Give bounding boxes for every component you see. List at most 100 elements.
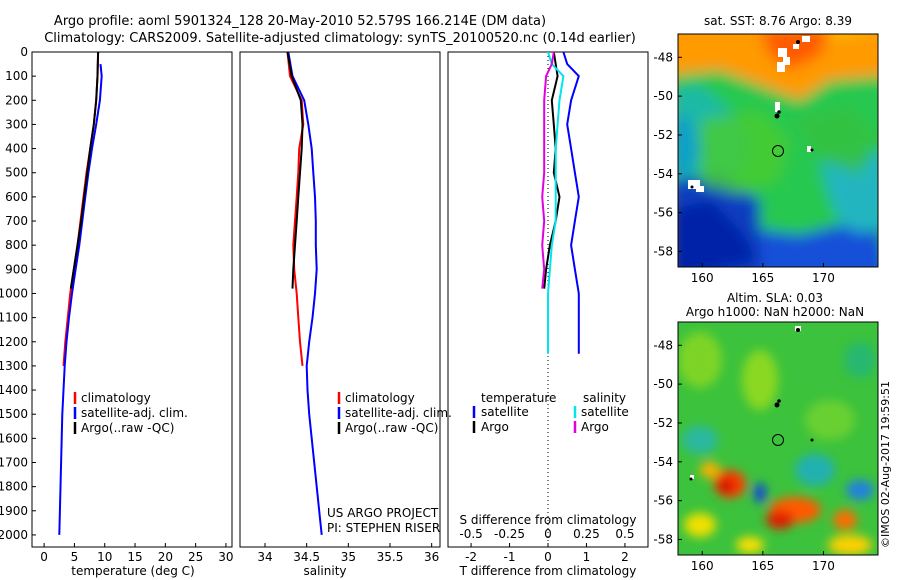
sla-map-frame xyxy=(677,321,879,556)
sst-map-frame xyxy=(677,33,879,268)
track-point xyxy=(689,477,693,481)
x-tick-label: 0 xyxy=(544,550,552,564)
temperature-plot xyxy=(58,52,103,535)
legend-label-satellite: satellite-adj. clim. xyxy=(81,406,188,420)
sst-map-axes: 160 165 170 -48 -50 -52 -54 -56 -58 xyxy=(653,50,835,285)
depth-tick-label: 1100 xyxy=(0,311,28,325)
map-y-tick-label: -56 xyxy=(653,494,673,508)
next-position-marker xyxy=(810,438,814,442)
depth-tick-label: 600 xyxy=(5,190,28,204)
x-tick-label: 15 xyxy=(127,550,142,564)
temperature-panel-frame xyxy=(31,51,233,548)
legend-label-t-satellite: satellite xyxy=(481,405,529,419)
x-tick-label: 1 xyxy=(583,550,591,564)
s-tick-label: -0.25 xyxy=(494,527,525,541)
salinity-legend: climatology satellite-adj. clim. Argo(..… xyxy=(337,391,452,435)
sla-map-subtitle: Argo h1000: NaN h2000: NaN xyxy=(686,305,864,319)
depth-tick-label: 1700 xyxy=(0,455,28,469)
temperature-x-axis: 0 5 10 15 20 25 30 xyxy=(40,543,234,564)
x-tick-label: -1 xyxy=(504,550,516,564)
sst-map xyxy=(678,34,878,267)
map-y-tick-label: -54 xyxy=(653,455,673,469)
legend-title-salinity: salinity xyxy=(583,391,626,405)
map-x-tick-label: 160 xyxy=(691,271,714,285)
legend-label-argo: Argo(..raw -QC) xyxy=(81,421,174,435)
sla-map-title: Altim. SLA: 0.03 xyxy=(727,291,823,305)
salinity-x-axis: 34 34.5 35 35.5 36 xyxy=(257,543,439,564)
difference-legend: temperature salinity satellite Argo sate… xyxy=(472,391,629,434)
depth-tick-label: 1000 xyxy=(0,286,28,300)
map-y-tick-label: -48 xyxy=(653,338,673,352)
legend-label-climatology: climatology xyxy=(81,391,151,405)
x-tick-label: 5 xyxy=(71,550,79,564)
salinity-axis-label: salinity xyxy=(303,564,346,578)
depth-tick-label: 2000 xyxy=(0,528,28,542)
profile-position-circle xyxy=(772,145,784,157)
s-tick-label: 0 xyxy=(544,527,552,541)
temperature-legend: climatology satellite-adj. clim. Argo(..… xyxy=(73,391,188,435)
series-line xyxy=(541,52,555,289)
difference-plot xyxy=(541,52,580,547)
depth-tick-label: 400 xyxy=(5,142,28,156)
x-tick-label: 36 xyxy=(424,550,439,564)
track-point xyxy=(796,328,800,332)
depth-tick-label: 1200 xyxy=(0,335,28,349)
previous-position-marker xyxy=(774,113,780,119)
series-line xyxy=(287,52,323,536)
map-x-tick-label: 165 xyxy=(751,271,774,285)
s-tick-label: 0.5 xyxy=(615,527,634,541)
depth-tick-label: 1900 xyxy=(0,504,28,518)
next-position-marker xyxy=(810,148,814,152)
previous-position-marker xyxy=(774,402,780,408)
legend-label-t-argo: Argo xyxy=(481,420,509,434)
map-x-tick-label: 170 xyxy=(812,271,835,285)
depth-tick-label: 1500 xyxy=(0,407,28,421)
series-line xyxy=(547,52,565,354)
legend-title-temperature: temperature xyxy=(481,391,556,405)
x-tick-label: 35 xyxy=(341,550,356,564)
depth-tick-label: 900 xyxy=(5,262,28,276)
depth-axis: 0 100 200 300 400 500 600 700 800 900 1000 1100 1200… xyxy=(0,45,36,542)
map-y-tick-label: -50 xyxy=(653,377,673,391)
depth-tick-label: 1300 xyxy=(0,359,28,373)
track-point xyxy=(690,185,694,189)
map-x-tick-label: 160 xyxy=(691,559,714,573)
map-x-tick-label: 170 xyxy=(812,559,835,573)
depth-tick-label: 200 xyxy=(5,93,28,107)
x-tick-label: 20 xyxy=(158,550,173,564)
series-line xyxy=(58,64,103,535)
series-line xyxy=(562,52,580,354)
sst-map-title: sat. SST: 8.76 Argo: 8.39 xyxy=(704,14,852,28)
legend-label-s-argo: Argo xyxy=(581,420,609,434)
depth-tick-label: 800 xyxy=(5,238,28,252)
map-y-tick-label: -54 xyxy=(653,167,673,181)
legend-label-climatology: climatology xyxy=(345,391,415,405)
x-tick-label: 35.5 xyxy=(377,550,404,564)
credit-pi: PI: STEPHEN RISER xyxy=(327,521,440,535)
series-line xyxy=(69,52,100,289)
s-difference-axis-label: S difference from climatology xyxy=(460,513,637,527)
legend-label-satellite: satellite-adj. clim. xyxy=(345,406,452,420)
map-y-tick-label: -50 xyxy=(653,89,673,103)
depth-tick-label: 1600 xyxy=(0,431,28,445)
sla-map-axes: 160 165 170 -48 -50 -52 -54 -56 -58 xyxy=(653,338,835,573)
map-y-tick-label: -58 xyxy=(653,244,673,258)
x-tick-label: -2 xyxy=(465,550,477,564)
float-track-bottom xyxy=(689,328,814,481)
depth-tick-label: 500 xyxy=(5,166,28,180)
x-tick-label: 30 xyxy=(218,550,233,564)
figure-title-line2: Climatology: CARS2009. Satellite-adjuste… xyxy=(44,31,636,46)
sla-map xyxy=(678,322,878,555)
t-difference-axis-label: T difference from climatology xyxy=(459,564,637,578)
profile-position-circle xyxy=(772,434,784,446)
depth-tick-label: 700 xyxy=(5,214,28,228)
depth-tick-label: 1400 xyxy=(0,383,28,397)
difference-x-axis: -2 -1 0 1 2 -0.5 -0.25 0 0.25 0.5 xyxy=(459,527,634,564)
map-y-tick-label: -58 xyxy=(653,532,673,546)
x-tick-label: 2 xyxy=(621,550,629,564)
depth-tick-label: 0 xyxy=(20,45,28,59)
temperature-axis-label: temperature (deg C) xyxy=(71,564,194,578)
salinity-plot xyxy=(286,52,323,536)
x-tick-label: 10 xyxy=(97,550,112,564)
